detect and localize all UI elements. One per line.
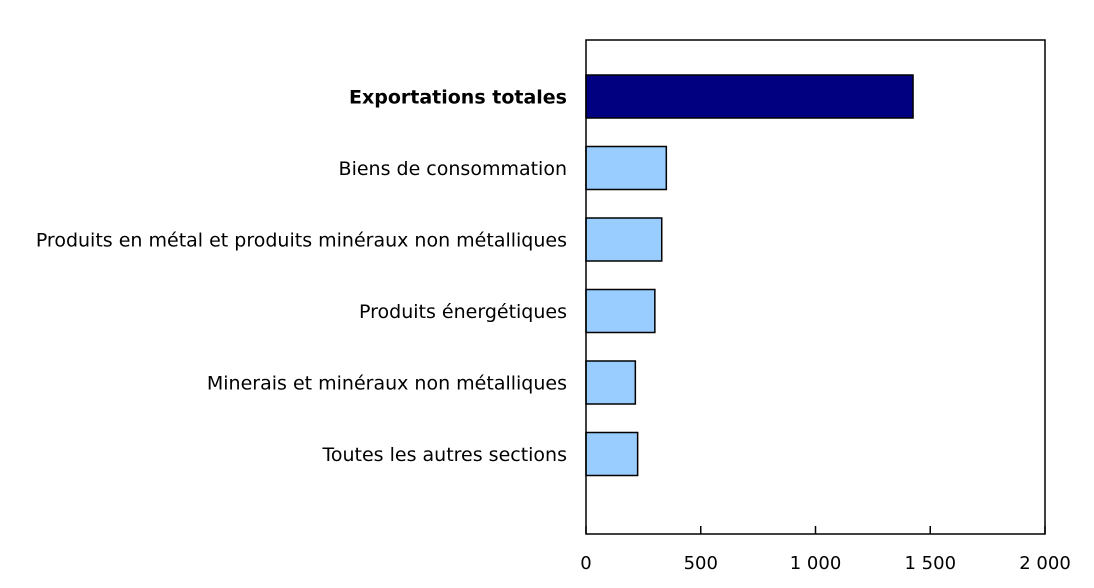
bars-group — [585, 74, 914, 477]
bar-5 — [585, 431, 639, 477]
x-tick-label-3: 1 500 — [904, 553, 956, 574]
category-label-1: Biens de consommation — [339, 158, 567, 180]
bar-1 — [585, 145, 668, 191]
bar-2 — [585, 217, 663, 262]
category-label-2: Produits en métal et produits minéraux n… — [36, 230, 567, 252]
x-tick-label-1: 500 — [684, 553, 718, 574]
x-tick-label-4: 2 000 — [1019, 553, 1071, 574]
bar-3 — [585, 288, 656, 334]
category-labels: Exportations totales Biens de consommatio… — [36, 87, 567, 467]
category-label-5: Toutes les autres sections — [321, 444, 567, 466]
category-label-4: Minerais et minéraux non métalliques — [207, 373, 567, 395]
category-label-0: Exportations totales — [349, 87, 567, 109]
bar-0 — [585, 74, 914, 119]
category-label-3: Produits énergétiques — [359, 301, 567, 323]
x-ticks: 0 500 1 000 1 500 2 000 — [580, 526, 1071, 574]
x-tick-label-2: 1 000 — [790, 553, 842, 574]
x-tick-label-0: 0 — [580, 553, 591, 574]
bar-4 — [585, 360, 637, 405]
